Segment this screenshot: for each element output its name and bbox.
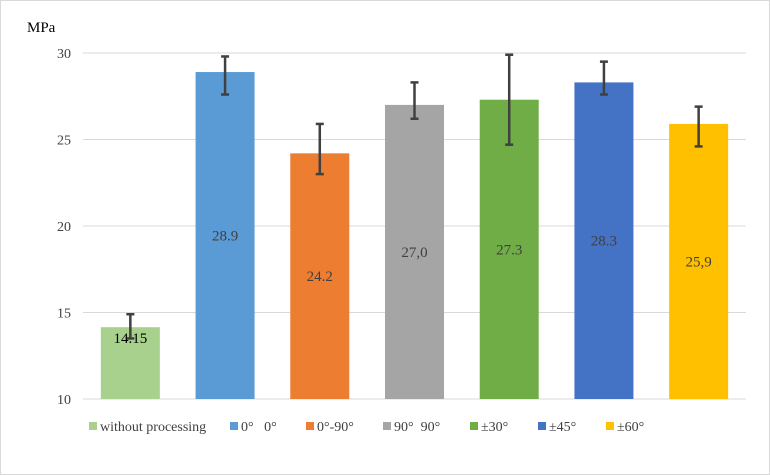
bar — [479, 99, 539, 400]
y-tick-label: 30 — [57, 47, 71, 62]
axis-layer: MPa 10 15 20 25 30 — [27, 20, 71, 408]
error-bar — [315, 122, 324, 176]
error-bar-layer — [126, 53, 703, 340]
data-label: 28.9 — [212, 229, 238, 245]
legend-item: ±30° — [470, 420, 508, 435]
bar — [195, 72, 255, 399]
legend-item: 90° 90° — [383, 420, 440, 435]
legend-label: 90° 90° — [394, 420, 440, 435]
data-label: 27,0 — [401, 245, 427, 261]
data-label-layer: 14.15 28.9 24.2 27,0 27.3 28.3 25,9 — [113, 229, 711, 347]
y-tick-label: 25 — [57, 134, 71, 149]
error-bar — [694, 105, 703, 148]
bar-layer — [100, 72, 729, 400]
error-bar — [126, 312, 135, 340]
legend-item: 0° 0° — [230, 420, 277, 435]
legend-label: 0°-90° — [317, 420, 354, 435]
error-bar — [599, 60, 608, 96]
error-bar — [505, 53, 514, 146]
data-label: 24.2 — [307, 269, 333, 285]
legend-swatch — [606, 422, 614, 430]
legend-item: without processing — [89, 420, 206, 435]
bar — [385, 104, 444, 400]
legend-swatch — [89, 422, 97, 430]
legend: without processing 0° 0° 0°-90° 90° 90° ±30°… — [89, 420, 644, 435]
bar — [574, 82, 634, 399]
y-tick-label: 20 — [57, 220, 71, 235]
error-bar — [410, 81, 419, 120]
legend-label: ±60° — [617, 420, 644, 435]
legend-swatch — [470, 422, 478, 430]
data-label: 27.3 — [496, 242, 522, 258]
legend-swatch — [230, 422, 238, 430]
legend-label: ±45° — [549, 420, 576, 435]
error-bar — [221, 55, 230, 96]
legend-item: 0°-90° — [306, 420, 354, 435]
y-tick-label: 10 — [57, 393, 71, 408]
legend-item: ±60° — [606, 420, 644, 435]
bar — [669, 123, 729, 400]
data-label: 28.3 — [591, 234, 617, 250]
legend-label: without processing — [100, 420, 206, 435]
y-axis-title: MPa — [27, 20, 56, 36]
legend-item: ±45° — [538, 420, 576, 435]
legend-swatch — [306, 422, 314, 430]
y-tick-label: 15 — [57, 307, 71, 322]
data-label: 25,9 — [686, 254, 712, 270]
legend-swatch — [383, 422, 391, 430]
legend-label: ±30° — [481, 420, 508, 435]
legend-swatch — [538, 422, 546, 430]
bar — [290, 153, 350, 399]
data-label: 14.15 — [113, 331, 147, 347]
legend-label: 0° 0° — [241, 420, 277, 435]
